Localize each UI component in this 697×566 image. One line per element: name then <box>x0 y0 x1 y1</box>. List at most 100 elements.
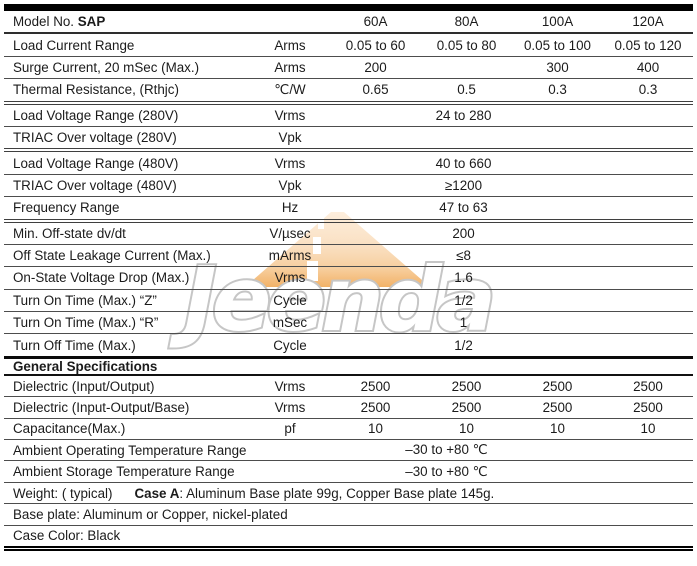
value-cell: 2500 <box>512 374 603 398</box>
param-cell: Ambient Operating Temperature Range <box>4 439 250 462</box>
unit-cell: pf <box>250 418 330 441</box>
table-row: Load Voltage Range (280V) Vrms 24 to 280 <box>4 102 693 127</box>
full-text-cell: Base plate: Aluminum or Copper, nickel-p… <box>4 503 693 526</box>
unit-cell <box>250 11 330 35</box>
table-row: Model No. SAP 60A 80A 100A 120A <box>4 11 693 35</box>
value-cell: 1/2 <box>330 289 693 313</box>
table-row: Ambient Operating Temperature Range –30 t… <box>4 439 693 462</box>
value-cell <box>330 126 693 153</box>
section-header-label: General Specifications <box>13 358 158 374</box>
unit-cell: Cycle <box>250 289 330 313</box>
param-cell: On-State Voltage Drop (Max.) <box>4 266 250 290</box>
unit-cell: ℃/W <box>250 78 330 105</box>
unit-cell: Vrms <box>250 396 330 419</box>
value-cell: 0.05 to 60 <box>330 33 421 57</box>
value-cell: 200 <box>330 56 421 80</box>
value-cell: ≤8 <box>330 244 693 268</box>
value-cell: 0.05 to 100 <box>512 33 603 57</box>
value-cell: 2500 <box>512 396 603 419</box>
param-cell: Load Voltage Range (280V) <box>4 102 250 127</box>
value-cell: 120A <box>603 11 693 35</box>
case-label: Case A <box>134 485 180 501</box>
value-cell: 2500 <box>603 374 693 398</box>
value-cell: 10 <box>330 418 421 441</box>
unit-cell: Hz <box>250 196 330 223</box>
value-cell <box>421 56 512 80</box>
value-cell: –30 to +80 ℃ <box>250 460 693 483</box>
table-row: Ambient Storage Temperature Range –30 to … <box>4 460 693 483</box>
unit-cell: Vpk <box>250 126 330 153</box>
value-cell: 2500 <box>330 374 421 398</box>
param-cell: TRIAC Over voltage (480V) <box>4 174 250 198</box>
table-row: Capacitance(Max.) pf 10 10 10 10 <box>4 418 693 441</box>
table-row: Load Current Range Arms 0.05 to 60 0.05 to … <box>4 33 693 57</box>
unit-cell: Arms <box>250 56 330 80</box>
param-cell: Turn On Time (Max.) “R” <box>4 311 250 335</box>
value-cell: 100A <box>512 11 603 35</box>
value-cell: 300 <box>512 56 603 80</box>
unit-cell: Arms <box>250 33 330 57</box>
param-cell: Thermal Resistance, (Rthjc) <box>4 78 250 105</box>
param-cell: Load Voltage Range (480V) <box>4 150 250 175</box>
value-cell: 200 <box>330 220 693 245</box>
table-row: TRIAC Over voltage (480V) Vpk ≥1200 <box>4 174 693 198</box>
table-row: Off State Leakage Current (Max.) mArms ≤8 <box>4 244 693 268</box>
table-row: TRIAC Over voltage (280V) Vpk <box>4 126 693 153</box>
unit-cell: mArms <box>250 244 330 268</box>
unit-cell: V/µsec <box>250 220 330 245</box>
value-cell: 0.5 <box>421 78 512 105</box>
table-row: Surge Current, 20 mSec (Max.) Arms 200 300 4… <box>4 56 693 80</box>
section-header-cell: General Specifications <box>4 357 693 376</box>
value-cell: –30 to +80 ℃ <box>250 439 693 462</box>
value-cell: 0.05 to 120 <box>603 33 693 57</box>
value-cell: 2500 <box>421 374 512 398</box>
table-row: On-State Voltage Drop (Max.) Vrms 1.6 <box>4 266 693 290</box>
value-cell: 0.3 <box>512 78 603 105</box>
value-cell: 47 to 63 <box>330 196 693 223</box>
unit-cell: Cycle <box>250 333 330 359</box>
spec-table-body: Model No. SAP 60A 80A 100A 120A Load Current … <box>4 11 693 552</box>
param-cell: Off State Leakage Current (Max.) <box>4 244 250 268</box>
value-cell: 10 <box>603 418 693 441</box>
unit-cell: Vrms <box>250 150 330 175</box>
table-row: Weight: ( typical) Case A: Aluminum Base … <box>4 482 693 505</box>
value-cell: 1.6 <box>330 266 693 290</box>
full-text-cell: Case Color: Black <box>4 525 693 552</box>
param-cell: Model No. SAP <box>4 11 250 35</box>
param-cell: Turn Off Time (Max.) <box>4 333 250 359</box>
value-cell: 0.3 <box>603 78 693 105</box>
param-cell: Dielectric (Input-Output/Base) <box>4 396 250 419</box>
param-cell: Ambient Storage Temperature Range <box>4 460 250 483</box>
param-cell: TRIAC Over voltage (280V) <box>4 126 250 153</box>
value-cell: 80A <box>421 11 512 35</box>
value-cell: ≥1200 <box>330 174 693 198</box>
table-row: Turn Off Time (Max.) Cycle 1/2 <box>4 333 693 359</box>
param-cell: Load Current Range <box>4 33 250 57</box>
value-cell: 2500 <box>330 396 421 419</box>
table-row: Case Color: Black <box>4 525 693 552</box>
param-cell: Frequency Range <box>4 196 250 223</box>
param-cell: Turn On Time (Max.) “Z” <box>4 289 250 313</box>
table-row: General Specifications <box>4 357 693 376</box>
value-cell: 1/2 <box>330 333 693 359</box>
value-cell: 2500 <box>421 396 512 419</box>
table-row: Turn On Time (Max.) “R” mSec 1 <box>4 311 693 335</box>
spec-table: Model No. SAP 60A 80A 100A 120A Load Current … <box>4 11 693 552</box>
value-cell: 0.05 to 80 <box>421 33 512 57</box>
value-cell: 24 to 280 <box>330 102 693 127</box>
model-series-label: SAP <box>77 14 106 30</box>
param-cell: Dielectric (Input/Output) <box>4 374 250 398</box>
unit-cell: Vpk <box>250 174 330 198</box>
param-cell: Capacitance(Max.) <box>4 418 250 441</box>
value-cell: 2500 <box>603 396 693 419</box>
table-row: Frequency Range Hz 47 to 63 <box>4 196 693 223</box>
value-cell: 0.65 <box>330 78 421 105</box>
table-row: Turn On Time (Max.) “Z” Cycle 1/2 <box>4 289 693 313</box>
unit-cell: mSec <box>250 311 330 335</box>
table-row: Dielectric (Input-Output/Base) Vrms 2500 25… <box>4 396 693 419</box>
unit-cell: Vrms <box>250 102 330 127</box>
table-top-rule <box>4 4 693 11</box>
table-row: Thermal Resistance, (Rthjc) ℃/W 0.65 0.5 0.3… <box>4 78 693 105</box>
unit-cell: Vrms <box>250 374 330 398</box>
